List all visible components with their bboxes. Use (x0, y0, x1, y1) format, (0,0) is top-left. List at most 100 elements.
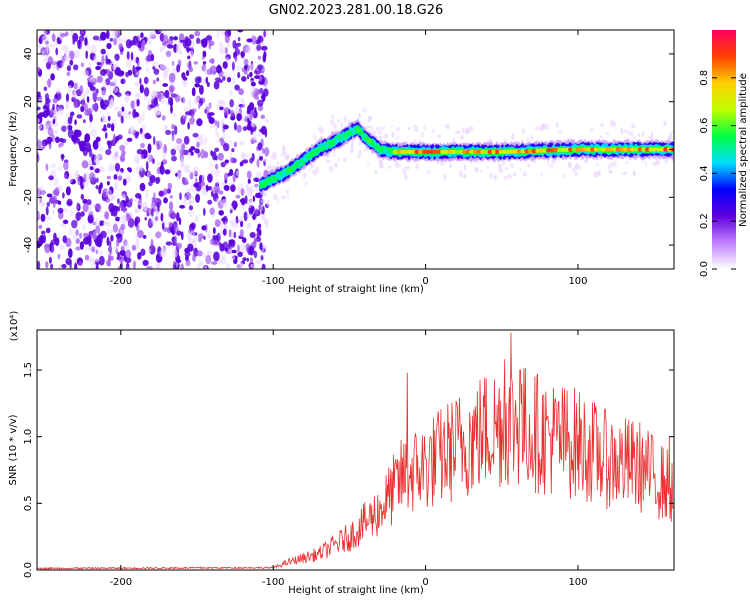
y-tick-label: -20 (23, 189, 34, 205)
noise-cell (228, 239, 235, 244)
noise-cell (153, 97, 158, 106)
scatter-cell (613, 160, 618, 164)
noise-cell (135, 71, 141, 76)
noise-cell (86, 199, 92, 206)
noise-cell (224, 159, 229, 164)
noise-cell (90, 44, 97, 54)
noise-cell (53, 129, 59, 135)
noise-cell (228, 248, 233, 253)
signal-peak-cell (644, 147, 651, 152)
noise-cell (223, 124, 229, 130)
noise-cell (106, 58, 111, 64)
noise-cell (143, 36, 148, 43)
colorbar-ticks: 0.0 0.2 0.4 0.6 0.8 (699, 70, 736, 277)
signal-peak-cell (557, 147, 563, 153)
noise-cell (241, 204, 246, 209)
signal-peak-cell (491, 149, 497, 155)
noise-cell (205, 35, 213, 41)
noise-cell (166, 188, 172, 194)
noise-cell (230, 254, 236, 261)
scatter-cell (349, 146, 355, 154)
noise-cell (41, 49, 45, 58)
scatter-cell (584, 159, 589, 164)
noise-cell (98, 255, 105, 266)
noise-cell (58, 264, 62, 269)
noise-cell (75, 229, 79, 236)
noise-cell (215, 126, 219, 136)
noise-cell (184, 251, 191, 257)
noise-cell (231, 249, 237, 254)
noise-cell (133, 155, 140, 164)
noise-cell (38, 224, 43, 230)
noise-cell (137, 230, 144, 238)
scatter-cell (403, 169, 407, 176)
noise-cell (94, 168, 100, 174)
noise-cell (92, 104, 95, 111)
scatter-cell (648, 135, 654, 140)
noise-cell (119, 51, 124, 55)
noise-cell (96, 241, 102, 248)
noise-cell (185, 38, 192, 47)
noise-cell (52, 97, 58, 104)
noise-cell (80, 62, 85, 68)
noise-cell (115, 216, 121, 222)
y-tick-label: -40 (23, 237, 34, 253)
noise-cell (38, 112, 45, 118)
noise-cell (263, 218, 270, 224)
noise-cell (107, 140, 112, 150)
noise-cell (74, 119, 77, 126)
snr-y-label: SNR (10 * v/v) (8, 414, 19, 485)
noise-cell (139, 84, 144, 94)
scatter-cell (631, 123, 636, 129)
noise-cell (37, 118, 40, 123)
scatter-cell (623, 129, 629, 134)
noise-cell (45, 206, 49, 216)
noise-cell (194, 148, 200, 154)
noise-cell (71, 134, 78, 142)
noise-cell (118, 43, 123, 50)
noise-cell (234, 84, 240, 91)
noise-cell (198, 260, 204, 266)
noise-cell (101, 55, 105, 66)
noise-cell (162, 34, 169, 45)
noise-cell (82, 198, 88, 204)
noise-cell (198, 238, 202, 243)
noise-cell (143, 95, 147, 101)
scatter-cell (379, 162, 384, 169)
signal-peak-cell (571, 147, 577, 152)
scatter-cell (498, 164, 502, 171)
noise-cell (98, 165, 105, 173)
noise-cell (62, 235, 68, 244)
noise-cell (260, 114, 266, 120)
noise-cell (120, 245, 125, 251)
noise-cell (50, 73, 55, 81)
noise-cell (186, 233, 192, 240)
noise-cell (258, 80, 265, 85)
noise-cell (100, 220, 105, 226)
noise-cell (99, 147, 104, 152)
noise-cell (68, 248, 73, 259)
noise-cell (67, 175, 73, 183)
noise-cell (246, 63, 250, 74)
noise-cell (192, 132, 199, 138)
noise-cell (119, 249, 126, 256)
noise-cell (215, 132, 220, 138)
noise-cell (246, 38, 253, 43)
signal-peak-cell (484, 149, 490, 155)
noise-cell (248, 102, 255, 111)
noise-cell (65, 124, 69, 133)
noise-cell (120, 115, 124, 124)
noise-cell (106, 236, 110, 246)
noise-cell (65, 186, 71, 196)
noise-cell (209, 238, 215, 246)
noise-cell (104, 132, 108, 139)
scatter-cell (428, 169, 431, 174)
noise-cell (117, 175, 123, 181)
noise-cell (121, 106, 125, 112)
signal-peak-cell (462, 149, 468, 155)
noise-cell (261, 92, 266, 102)
scatter-cell (337, 159, 340, 163)
noise-cell (85, 177, 90, 182)
noise-cell (134, 132, 139, 139)
noise-cell (119, 144, 126, 152)
